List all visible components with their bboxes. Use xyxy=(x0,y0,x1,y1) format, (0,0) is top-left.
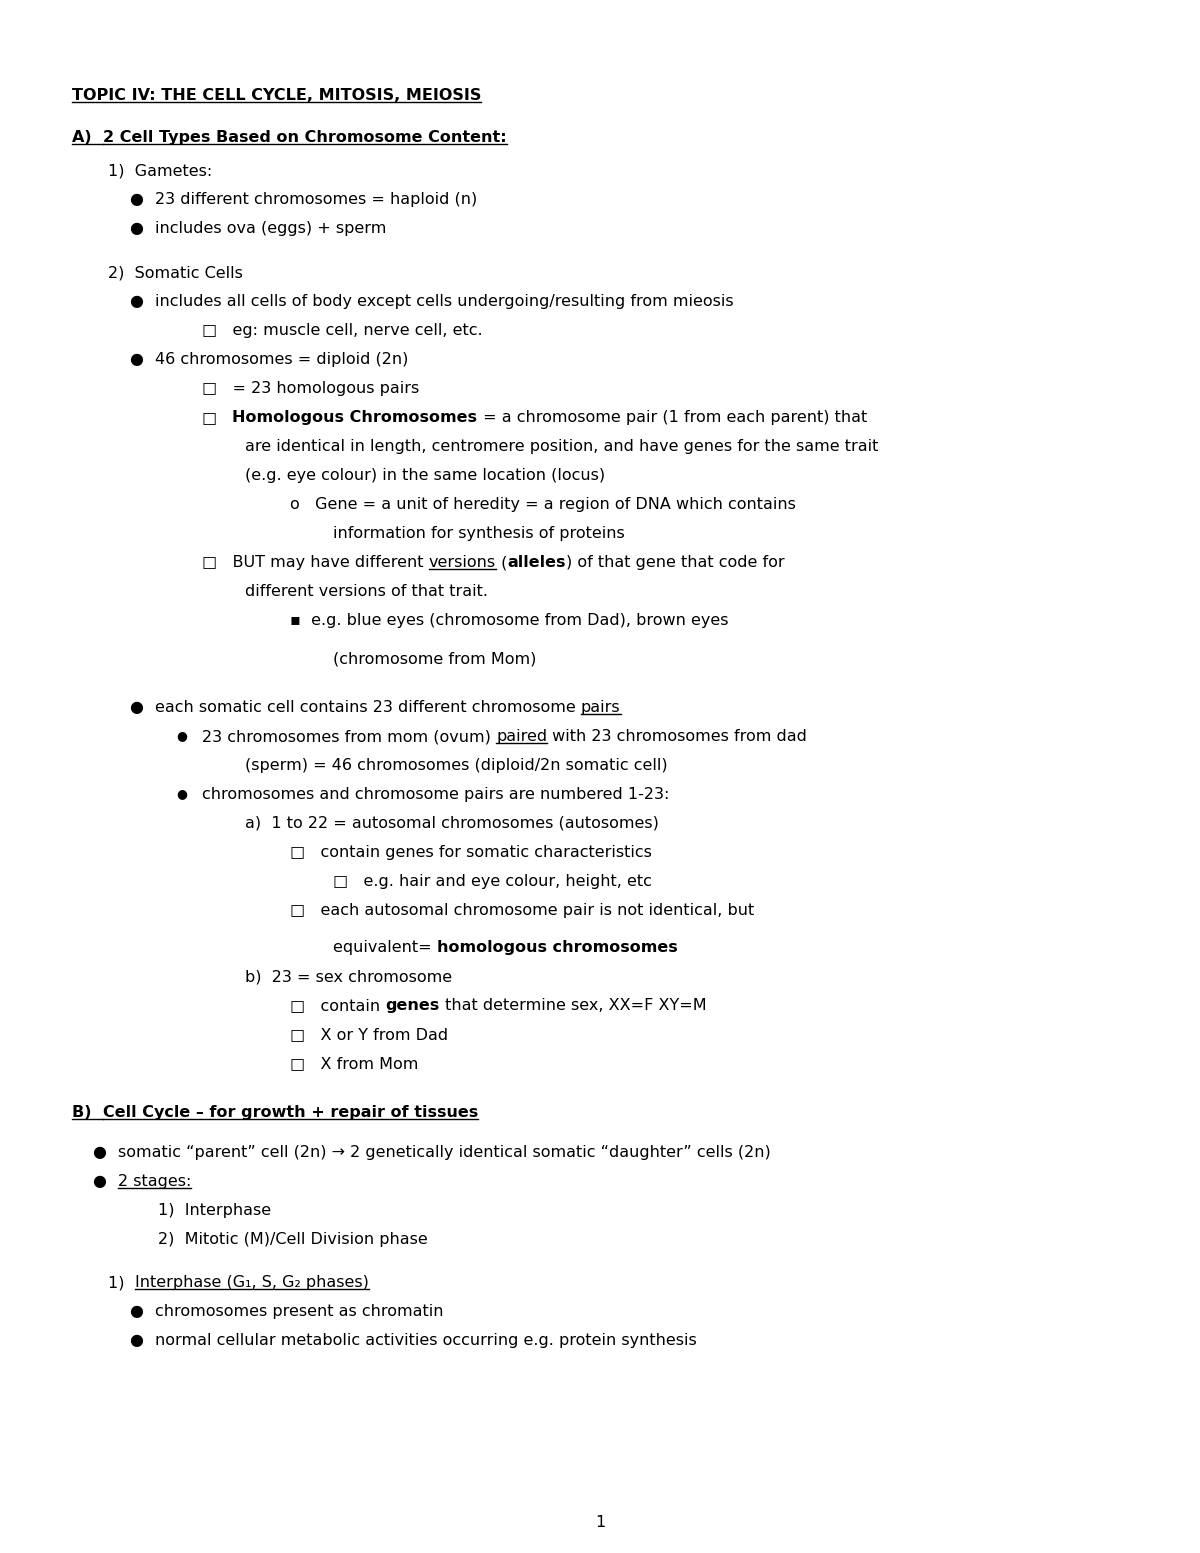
Text: 1)  Gametes:: 1) Gametes: xyxy=(108,163,212,179)
Text: homologous chromosomes: homologous chromosomes xyxy=(437,940,678,955)
Text: chromosomes present as chromatin: chromosomes present as chromatin xyxy=(155,1305,444,1318)
Text: 1)  Interphase: 1) Interphase xyxy=(158,1204,271,1218)
Text: 2 stages:: 2 stages: xyxy=(118,1174,191,1190)
Text: ●: ● xyxy=(130,1332,143,1348)
Text: ●: ● xyxy=(92,1174,106,1190)
Text: 23 different chromosomes = haploid (n): 23 different chromosomes = haploid (n) xyxy=(155,193,478,207)
Text: 46 chromosomes = diploid (2n): 46 chromosomes = diploid (2n) xyxy=(155,353,408,367)
Text: 2 Cell Types Based on Chromosome Content:: 2 Cell Types Based on Chromosome Content… xyxy=(103,130,506,144)
Text: (sperm) = 46 chromosomes (diploid/2n somatic cell): (sperm) = 46 chromosomes (diploid/2n som… xyxy=(245,758,667,773)
Text: each somatic cell contains 23 different chromosome: each somatic cell contains 23 different … xyxy=(155,700,581,714)
Text: □   X or Y from Dad: □ X or Y from Dad xyxy=(290,1027,448,1042)
Text: □   contain genes for somatic characteristics: □ contain genes for somatic characterist… xyxy=(290,845,652,860)
Text: are identical in length, centromere position, and have genes for the same trait: are identical in length, centromere posi… xyxy=(245,439,878,453)
Text: with 23 chromosomes from dad: with 23 chromosomes from dad xyxy=(547,728,808,744)
Text: □: □ xyxy=(202,410,233,426)
Text: ●: ● xyxy=(130,294,143,309)
Text: Cell Cycle – for growth + repair of tissues: Cell Cycle – for growth + repair of tiss… xyxy=(103,1106,478,1120)
Text: normal cellular metabolic activities occurring e.g. protein synthesis: normal cellular metabolic activities occ… xyxy=(155,1332,697,1348)
Text: 2)  Somatic Cells: 2) Somatic Cells xyxy=(108,266,242,280)
Text: includes ova (eggs) + sperm: includes ova (eggs) + sperm xyxy=(155,221,386,236)
Text: 23 chromosomes from mom (ovum): 23 chromosomes from mom (ovum) xyxy=(202,728,496,744)
Text: information for synthesis of proteins: information for synthesis of proteins xyxy=(334,526,625,540)
Text: chromosomes and chromosome pairs are numbered 1-23:: chromosomes and chromosome pairs are num… xyxy=(202,787,670,801)
Text: ●: ● xyxy=(176,787,187,800)
Text: genes: genes xyxy=(385,999,439,1013)
Text: b)  23 = sex chromosome: b) 23 = sex chromosome xyxy=(245,969,452,985)
Text: 1: 1 xyxy=(595,1516,605,1530)
Text: (: ( xyxy=(496,554,508,570)
Text: A): A) xyxy=(72,130,103,144)
Text: pairs: pairs xyxy=(581,700,620,714)
Text: Homologous Chromosomes: Homologous Chromosomes xyxy=(233,410,478,426)
Text: □   each autosomal chromosome pair is not identical, but: □ each autosomal chromosome pair is not … xyxy=(290,902,755,918)
Text: ●: ● xyxy=(130,221,143,236)
Text: ) of that gene that code for: ) of that gene that code for xyxy=(565,554,785,570)
Text: □   X from Mom: □ X from Mom xyxy=(290,1056,419,1072)
Text: equivalent=: equivalent= xyxy=(334,940,437,955)
Text: B): B) xyxy=(72,1106,103,1120)
Text: 1): 1) xyxy=(108,1275,134,1291)
Text: (e.g. eye colour) in the same location (locus): (e.g. eye colour) in the same location (… xyxy=(245,467,605,483)
Text: ●: ● xyxy=(176,728,187,742)
Text: paired: paired xyxy=(496,728,547,744)
Text: ●: ● xyxy=(130,353,143,367)
Text: □   eg: muscle cell, nerve cell, etc.: □ eg: muscle cell, nerve cell, etc. xyxy=(202,323,482,339)
Text: that determine sex, XX=F XY=M: that determine sex, XX=F XY=M xyxy=(439,999,706,1013)
Text: ●: ● xyxy=(130,1305,143,1318)
Text: somatic “parent” cell (2n) → 2 genetically identical somatic “daughter” cells (2: somatic “parent” cell (2n) → 2 genetical… xyxy=(118,1145,770,1160)
Text: □   BUT may have different: □ BUT may have different xyxy=(202,554,428,570)
Text: alleles: alleles xyxy=(508,554,565,570)
Text: = a chromosome pair (1 from each parent) that: = a chromosome pair (1 from each parent)… xyxy=(478,410,866,426)
Text: includes all cells of body except cells undergoing/resulting from mieosis: includes all cells of body except cells … xyxy=(155,294,733,309)
Text: □   = 23 homologous pairs: □ = 23 homologous pairs xyxy=(202,380,419,396)
Text: ●: ● xyxy=(130,193,143,207)
Text: ●: ● xyxy=(92,1145,106,1160)
Text: versions: versions xyxy=(428,554,496,570)
Text: 2)  Mitotic (M)/Cell Division phase: 2) Mitotic (M)/Cell Division phase xyxy=(158,1232,427,1247)
Text: □   contain: □ contain xyxy=(290,999,385,1013)
Text: a)  1 to 22 = autosomal chromosomes (autosomes): a) 1 to 22 = autosomal chromosomes (auto… xyxy=(245,815,659,831)
Text: o   Gene = a unit of heredity = a region of DNA which contains: o Gene = a unit of heredity = a region o… xyxy=(290,497,796,512)
Text: □   e.g. hair and eye colour, height, etc: □ e.g. hair and eye colour, height, etc xyxy=(334,874,652,888)
Text: (chromosome from Mom): (chromosome from Mom) xyxy=(334,651,536,666)
Text: different versions of that trait.: different versions of that trait. xyxy=(245,584,488,599)
Text: TOPIC IV: THE CELL CYCLE, MITOSIS, MEIOSIS: TOPIC IV: THE CELL CYCLE, MITOSIS, MEIOS… xyxy=(72,89,481,102)
Text: ▪  e.g. blue eyes (chromosome from Dad), brown eyes: ▪ e.g. blue eyes (chromosome from Dad), … xyxy=(290,613,728,627)
Text: ●: ● xyxy=(130,700,143,714)
Text: Interphase (G₁, S, G₂ phases): Interphase (G₁, S, G₂ phases) xyxy=(134,1275,368,1291)
